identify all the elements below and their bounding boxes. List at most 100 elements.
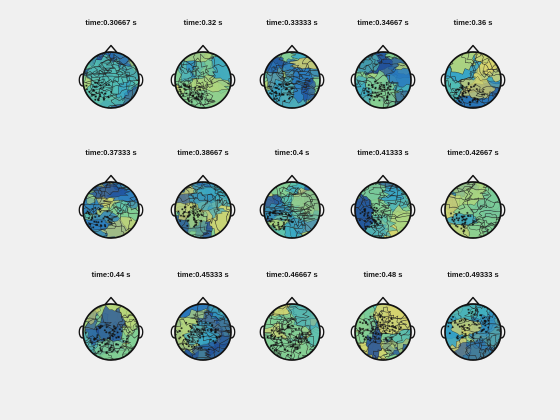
channel-marker <box>450 322 452 324</box>
channel-marker <box>188 330 190 332</box>
channel-marker <box>277 337 279 339</box>
channel-marker <box>299 352 301 354</box>
channel-marker <box>211 325 213 327</box>
channel-marker <box>214 331 216 333</box>
channel-marker <box>375 333 377 335</box>
channel-marker <box>383 330 385 332</box>
channel-marker <box>98 209 100 211</box>
channel-marker <box>200 95 202 97</box>
channel-marker <box>183 83 185 85</box>
head-topomap-14 <box>338 294 428 370</box>
channel-marker <box>281 213 283 215</box>
channel-marker <box>210 338 212 340</box>
channel-marker <box>85 85 87 87</box>
channel-marker <box>464 221 466 223</box>
channel-marker <box>182 343 184 345</box>
channel-marker <box>189 214 191 216</box>
channel-marker <box>457 335 459 337</box>
channel-marker <box>94 99 96 101</box>
channel-marker <box>276 87 278 89</box>
channel-marker <box>180 327 182 329</box>
channel-marker <box>272 344 274 346</box>
channel-marker <box>92 226 94 228</box>
channel-marker <box>185 339 187 341</box>
channel-marker <box>126 338 128 340</box>
channel-marker <box>387 87 389 89</box>
channel-marker <box>274 83 276 85</box>
channel-marker <box>459 326 461 328</box>
channel-marker <box>481 94 483 96</box>
channel-marker <box>379 87 381 89</box>
channel-marker <box>362 322 364 324</box>
channel-marker <box>392 325 394 327</box>
channel-marker <box>461 85 463 87</box>
head-topomap-12 <box>158 294 248 370</box>
channel-marker <box>270 345 272 347</box>
channel-marker <box>476 88 478 90</box>
channel-marker <box>377 82 379 84</box>
channel-marker <box>454 97 456 99</box>
channel-marker <box>463 328 465 330</box>
channel-marker <box>95 224 97 226</box>
channel-marker <box>193 214 195 216</box>
channel-marker <box>386 327 388 329</box>
channel-marker <box>201 93 203 95</box>
channel-marker <box>274 349 276 351</box>
channel-marker <box>368 84 370 86</box>
channel-marker <box>281 328 283 330</box>
channel-marker <box>104 224 106 226</box>
channel-marker <box>367 323 369 325</box>
channel-marker <box>298 327 300 329</box>
channel-marker <box>295 328 297 330</box>
channel-marker <box>214 342 216 344</box>
channel-marker <box>272 347 274 349</box>
channel-marker <box>474 84 476 86</box>
channel-marker <box>202 329 204 331</box>
channel-marker <box>201 332 203 334</box>
channel-marker <box>475 309 477 311</box>
channel-marker <box>216 337 218 339</box>
channel-marker <box>483 94 485 96</box>
channel-marker <box>291 345 293 347</box>
channel-marker <box>386 340 388 342</box>
channel-marker <box>365 88 367 90</box>
channel-marker <box>105 331 107 333</box>
channel-marker <box>278 99 280 101</box>
channel-marker <box>363 92 365 94</box>
channel-marker <box>96 85 98 87</box>
channel-marker <box>202 336 204 338</box>
channel-marker <box>281 344 283 346</box>
channel-marker <box>378 218 380 220</box>
topoplot-panel-1: time:0.30667 s <box>66 18 156 118</box>
channel-marker <box>269 92 271 94</box>
channel-marker <box>185 89 187 91</box>
channel-marker <box>488 317 490 319</box>
channel-marker <box>100 224 102 226</box>
channel-marker <box>93 338 95 340</box>
channel-marker <box>197 340 199 342</box>
channel-marker <box>117 331 119 333</box>
channel-marker <box>194 224 196 226</box>
channel-marker <box>376 207 378 209</box>
channel-marker <box>278 352 280 354</box>
channel-marker <box>374 81 376 83</box>
channel-marker <box>482 329 484 331</box>
channel-marker <box>196 321 198 323</box>
channel-marker <box>394 330 396 332</box>
channel-marker <box>468 90 470 92</box>
channel-marker <box>454 222 456 224</box>
channel-marker <box>292 87 294 89</box>
channel-marker <box>191 101 193 103</box>
channel-marker <box>183 88 185 90</box>
channel-marker <box>364 213 366 215</box>
channel-marker <box>376 210 378 212</box>
channel-marker <box>198 344 200 346</box>
channel-marker <box>477 320 479 322</box>
channel-marker <box>362 328 364 330</box>
channel-marker <box>473 97 475 99</box>
channel-marker <box>190 92 192 94</box>
channel-marker <box>380 333 382 335</box>
channel-marker <box>461 331 463 333</box>
channel-marker <box>110 91 112 93</box>
channel-marker <box>191 334 193 336</box>
